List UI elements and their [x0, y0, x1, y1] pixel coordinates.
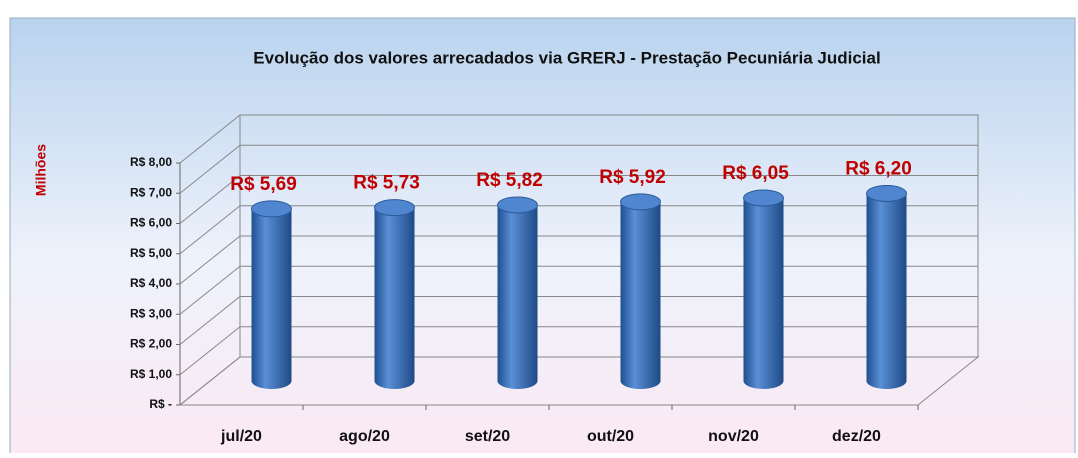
- x-tick-label: set/20: [465, 428, 510, 445]
- x-tick-label: out/20: [587, 428, 634, 445]
- chart-title: Evolução dos valores arrecadados via GRE…: [253, 48, 880, 67]
- y-tick-label: R$ 3,00: [130, 306, 172, 320]
- bar: [497, 204, 538, 389]
- x-tick-label: jul/20: [220, 428, 262, 445]
- bar: [620, 201, 661, 389]
- grid-line: [179, 235, 978, 285]
- value-label: R$ 5,73: [353, 173, 420, 194]
- y-tick-label: R$ -: [149, 397, 172, 411]
- grid-line: [179, 205, 978, 255]
- bar: [743, 197, 784, 389]
- bar-top: [866, 184, 907, 202]
- bar: [866, 193, 907, 389]
- value-label: R$ 6,20: [845, 158, 912, 179]
- bar-top: [374, 199, 415, 217]
- y-tick-label: R$ 1,00: [130, 367, 172, 381]
- y-tick-label: R$ 8,00: [130, 155, 172, 169]
- bar-top: [497, 196, 538, 214]
- grid-line: [179, 114, 978, 164]
- bar: [251, 208, 292, 389]
- value-label: R$ 5,69: [230, 174, 297, 195]
- grid-line: [179, 265, 978, 315]
- grid-line: [179, 326, 978, 376]
- x-tick-label: dez/20: [832, 428, 881, 445]
- y-tick-label: R$ 6,00: [130, 216, 172, 230]
- grid-line: [179, 356, 978, 406]
- y-tick-label: R$ 4,00: [130, 276, 172, 290]
- value-label: R$ 5,82: [476, 170, 543, 191]
- y-tick-label: R$ 7,00: [130, 185, 172, 199]
- x-tick-label: ago/20: [339, 428, 390, 445]
- value-label: R$ 6,05: [722, 163, 789, 184]
- bar-top: [620, 193, 661, 211]
- grid-line: [179, 175, 978, 224]
- y-axis-label: Milhões: [33, 144, 49, 196]
- y-tick-label: R$ 5,00: [130, 246, 172, 260]
- bar-top: [251, 200, 292, 218]
- bar: [374, 207, 415, 389]
- bar-top: [743, 189, 784, 207]
- grid-line: [179, 296, 978, 345]
- y-tick-label: R$ 2,00: [130, 337, 172, 351]
- value-label: R$ 5,92: [599, 167, 666, 188]
- grid-line: [179, 144, 978, 194]
- x-tick-label: nov/20: [708, 428, 759, 445]
